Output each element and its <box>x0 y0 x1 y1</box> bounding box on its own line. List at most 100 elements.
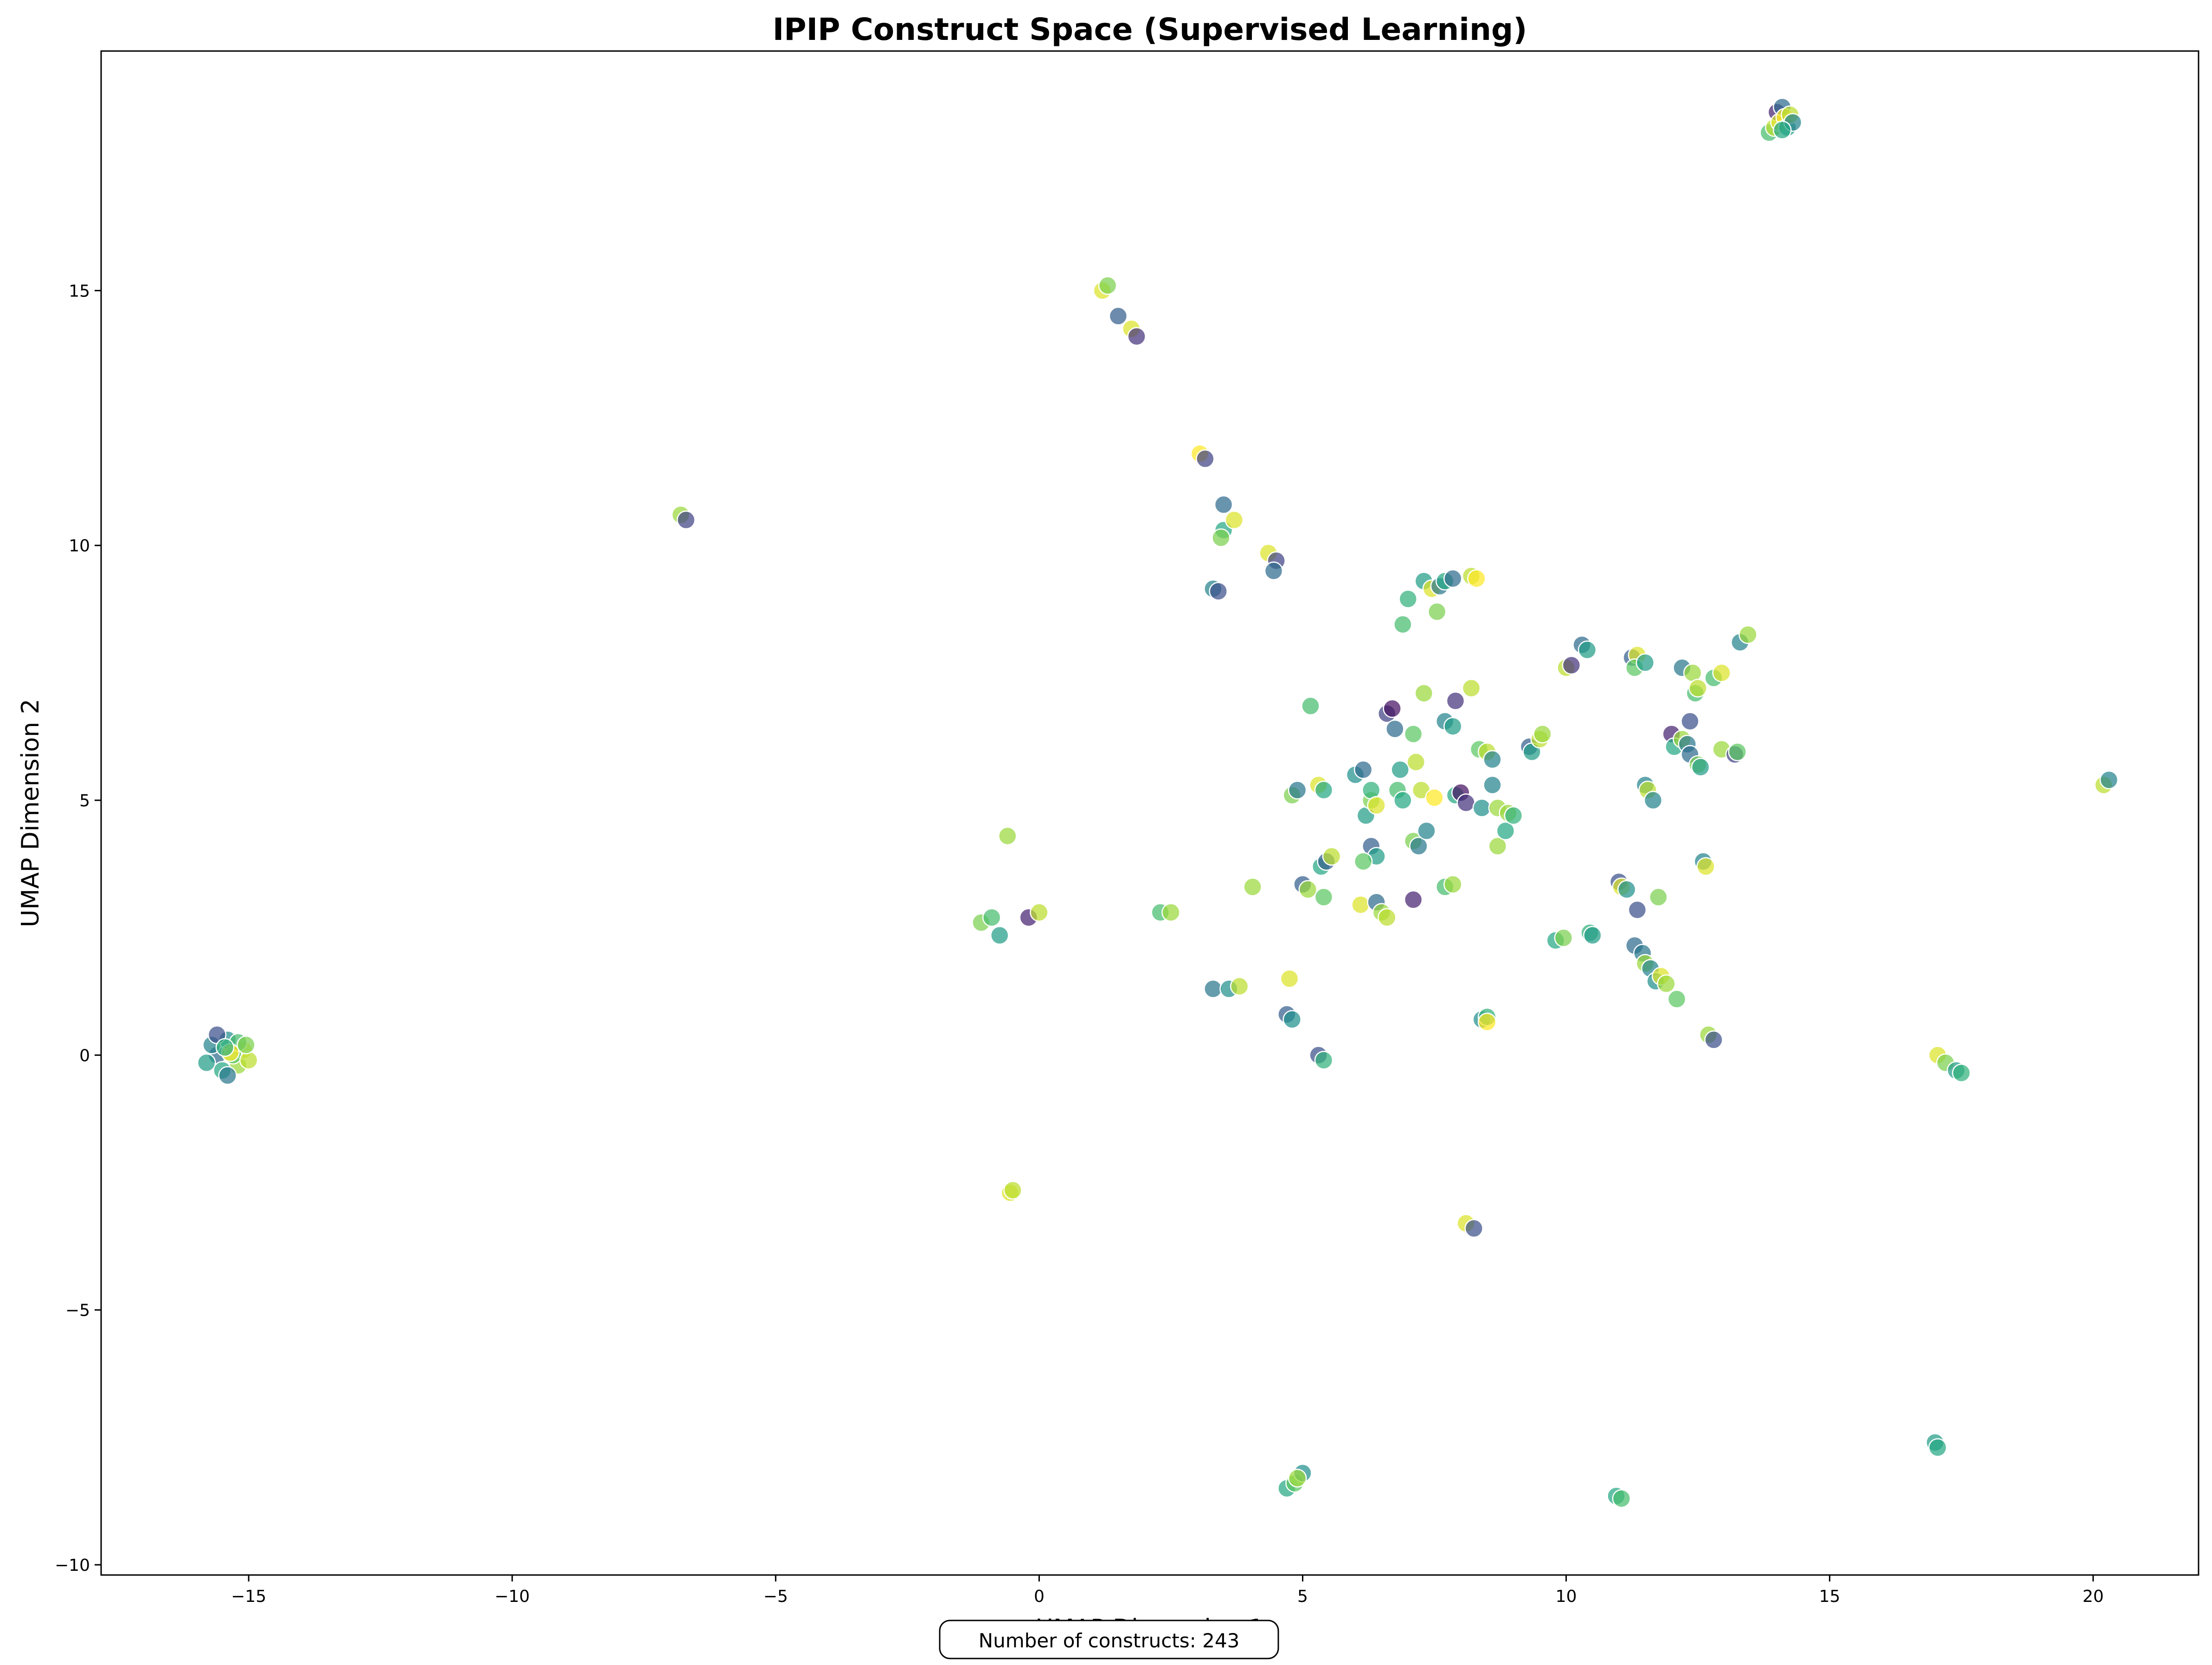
data-point <box>1212 528 1231 547</box>
chart-title: IPIP Construct Space (Supervised Learnin… <box>773 12 1527 47</box>
data-point <box>1417 821 1436 841</box>
data-point <box>1230 977 1249 996</box>
data-point <box>1196 449 1215 469</box>
data-point <box>1928 1438 1947 1457</box>
data-point <box>1612 1489 1631 1508</box>
y-tick-label: −10 <box>55 1556 90 1575</box>
data-point <box>1657 974 1676 993</box>
data-point <box>1483 775 1502 795</box>
data-point <box>1483 750 1502 769</box>
data-point <box>1383 699 1402 718</box>
data-point <box>982 908 1001 927</box>
data-point <box>1288 780 1307 800</box>
data-point <box>1446 691 1465 711</box>
annotation-box <box>939 1620 1279 1659</box>
data-point <box>2099 770 2119 790</box>
data-point <box>1385 719 1404 739</box>
plot-frame <box>100 50 2199 1576</box>
data-point <box>1504 806 1523 825</box>
data-point <box>1398 589 1417 609</box>
data-point <box>1282 1010 1302 1029</box>
data-point <box>239 1051 258 1070</box>
data-point <box>1225 510 1244 530</box>
data-point <box>1704 1030 1723 1049</box>
data-point <box>237 1035 256 1054</box>
data-point <box>1353 760 1373 779</box>
x-tick-label: 10 <box>1556 1587 1577 1606</box>
data-point <box>1688 679 1707 698</box>
data-point <box>1298 880 1318 899</box>
data-point <box>1691 758 1710 777</box>
y-tick-label: 10 <box>69 537 90 556</box>
data-point <box>1562 656 1581 675</box>
data-point <box>1264 561 1283 580</box>
y-axis-ticks: −10 −5 0 5 10 15 <box>55 282 101 1575</box>
data-point <box>1696 857 1715 876</box>
data-point <box>1427 602 1447 621</box>
data-point <box>1712 663 1731 682</box>
data-point <box>1243 877 1262 897</box>
y-tick-label: 5 <box>79 791 90 810</box>
data-point <box>1314 887 1334 907</box>
data-point <box>1161 903 1180 922</box>
y-axis-label: UMAP Dimension 2 <box>17 699 45 927</box>
data-point <box>1404 890 1423 909</box>
data-point <box>1351 895 1370 914</box>
data-point <box>1577 640 1597 660</box>
data-point <box>1496 821 1515 841</box>
x-axis-ticks: −15 −10 −5 0 5 10 15 20 <box>231 1575 2104 1606</box>
y-tick-label: −5 <box>65 1301 90 1320</box>
data-point <box>1443 875 1462 894</box>
plot-area <box>101 51 2199 1575</box>
data-point <box>1098 276 1117 295</box>
data-point <box>1393 615 1412 634</box>
data-point <box>1464 1219 1484 1238</box>
data-point <box>215 1038 235 1057</box>
data-point <box>1204 979 1223 998</box>
data-point <box>1414 684 1434 703</box>
data-point <box>1409 836 1428 856</box>
data-point <box>1127 327 1146 346</box>
x-tick-label: 0 <box>1034 1587 1045 1606</box>
data-point <box>1628 900 1647 919</box>
data-point <box>1301 696 1320 716</box>
data-point <box>1003 1181 1022 1200</box>
data-point <box>1404 724 1423 744</box>
data-point <box>1952 1063 1971 1083</box>
data-point <box>1443 569 1462 588</box>
data-point <box>1533 724 1552 744</box>
data-point <box>1667 990 1686 1009</box>
data-point <box>218 1066 237 1085</box>
x-tick-label: −5 <box>763 1587 788 1606</box>
data-point <box>1367 796 1386 815</box>
data-point <box>1030 903 1049 922</box>
data-point <box>1467 569 1486 588</box>
data-point <box>1280 969 1299 988</box>
data-point <box>1635 653 1655 672</box>
data-point <box>1425 788 1444 807</box>
x-tick-label: 15 <box>1819 1587 1840 1606</box>
data-point <box>1109 307 1128 326</box>
data-point <box>1488 836 1507 856</box>
construct-count-annotation: Number of constructs: 243 <box>939 1620 1279 1659</box>
data-point <box>1472 798 1492 817</box>
data-point <box>676 510 696 530</box>
data-point <box>1583 926 1602 945</box>
x-tick-label: 5 <box>1297 1587 1308 1606</box>
data-point <box>1322 847 1341 866</box>
data-point <box>1393 791 1412 810</box>
x-tick-label: −10 <box>494 1587 530 1606</box>
data-point <box>1456 793 1475 812</box>
y-tick-label: 15 <box>69 282 90 301</box>
y-tick-label: 0 <box>79 1046 90 1065</box>
data-point <box>1680 712 1699 731</box>
data-point <box>1209 582 1228 601</box>
annotation-text: Number of constructs: 243 <box>979 1629 1240 1652</box>
data-point <box>1643 791 1663 810</box>
data-point <box>1728 742 1747 761</box>
data-point <box>990 926 1009 945</box>
x-tick-label: 20 <box>2083 1587 2104 1606</box>
data-point <box>1391 760 1410 779</box>
points-layer <box>197 97 2119 1508</box>
